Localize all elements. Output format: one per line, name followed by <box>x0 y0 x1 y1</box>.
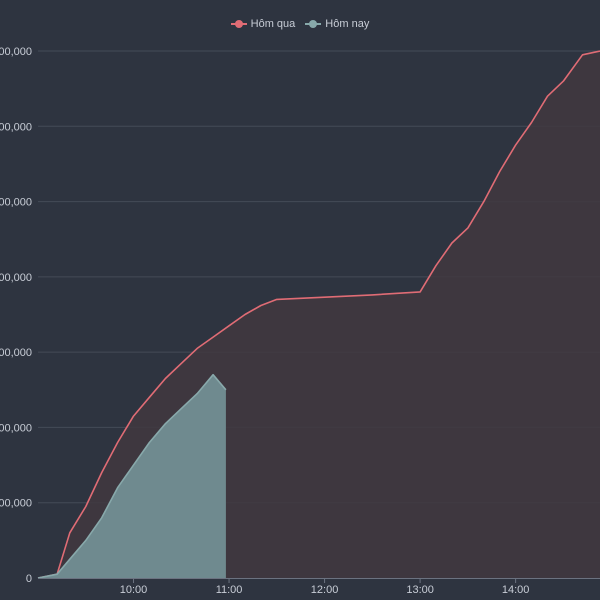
series-1-point-10 <box>196 392 199 395</box>
series-0-point-22 <box>482 200 485 203</box>
series-1-point-9 <box>180 407 183 410</box>
series-1-point-2 <box>68 558 71 561</box>
x-tick-label-3: 13:00 <box>406 584 434 596</box>
series-1-point-11 <box>212 373 215 376</box>
series-0-point-26 <box>546 95 549 98</box>
x-tick-label-0: 10:00 <box>120 584 148 596</box>
series-0-point-9 <box>180 362 183 365</box>
series-0-point-3 <box>84 505 87 508</box>
series-1-point-1 <box>56 573 59 576</box>
legend-item-hom-qua[interactable]: Hôm qua <box>230 18 296 30</box>
series-1-point-7 <box>148 441 151 444</box>
y-tick-label-7: 7,000,000 <box>0 46 32 58</box>
series-0-point-23 <box>498 170 501 173</box>
series-0-point-7 <box>148 396 151 399</box>
series-0-point-2 <box>68 531 71 534</box>
series-1-point-5 <box>116 486 119 489</box>
series-0-point-15 <box>275 298 278 301</box>
series-0-point-4 <box>100 471 103 474</box>
series-0-point-5 <box>116 441 119 444</box>
y-tick-label-3: 3,000,000 <box>0 347 32 359</box>
series-1-point-3 <box>84 539 87 542</box>
y-tick-label-2: 2,000,000 <box>0 422 32 434</box>
x-tick-label-4: 14:00 <box>502 584 530 596</box>
x-tick-label-2: 12:00 <box>311 584 339 596</box>
y-tick-label-6: 6,000,000 <box>0 121 32 133</box>
series-0-point-21 <box>466 226 469 229</box>
x-tick-label-1: 11:00 <box>216 584 243 596</box>
series-0-point-24 <box>514 144 517 147</box>
series-0-point-12 <box>227 324 230 327</box>
legend-marker-hom-qua <box>230 18 247 30</box>
series-0-point-19 <box>434 264 437 267</box>
series-0-point-10 <box>196 347 199 350</box>
series-0-point-18 <box>418 290 421 293</box>
series-0-point-25 <box>530 121 533 124</box>
series-0-point-27 <box>562 80 565 83</box>
series-0-point-13 <box>243 313 246 316</box>
series-0-point-14 <box>259 304 262 307</box>
series-0-point-11 <box>212 335 215 338</box>
series-1-point-6 <box>132 463 135 466</box>
y-tick-label-4: 4,000,000 <box>0 272 32 284</box>
y-tick-label-1: 1,000,000 <box>0 498 32 510</box>
series-line-1 <box>37 373 227 579</box>
series-area-1 <box>38 374 226 578</box>
series-1-point-8 <box>164 422 167 425</box>
series-0-point-16 <box>323 296 326 299</box>
series-0-point-8 <box>164 377 167 380</box>
series-1-point-12 <box>224 388 227 391</box>
legend-marker-hom-nay <box>305 18 322 30</box>
y-tick-label-5: 5,000,000 <box>0 197 32 209</box>
series-0-point-20 <box>450 241 453 244</box>
legend: Hôm qua Hôm nay <box>0 18 600 30</box>
series-1-point-4 <box>100 516 103 519</box>
series-0-point-17 <box>371 293 374 296</box>
legend-label-hom-nay: Hôm nay <box>325 18 370 30</box>
series-0-point-6 <box>132 415 135 418</box>
series-0-point-28 <box>581 53 584 56</box>
legend-item-hom-nay[interactable]: Hôm nay <box>305 18 369 30</box>
series-line-0 <box>37 50 600 579</box>
y-tick-label-0: 0 <box>26 573 32 585</box>
legend-label-hom-qua: Hôm qua <box>250 18 296 30</box>
